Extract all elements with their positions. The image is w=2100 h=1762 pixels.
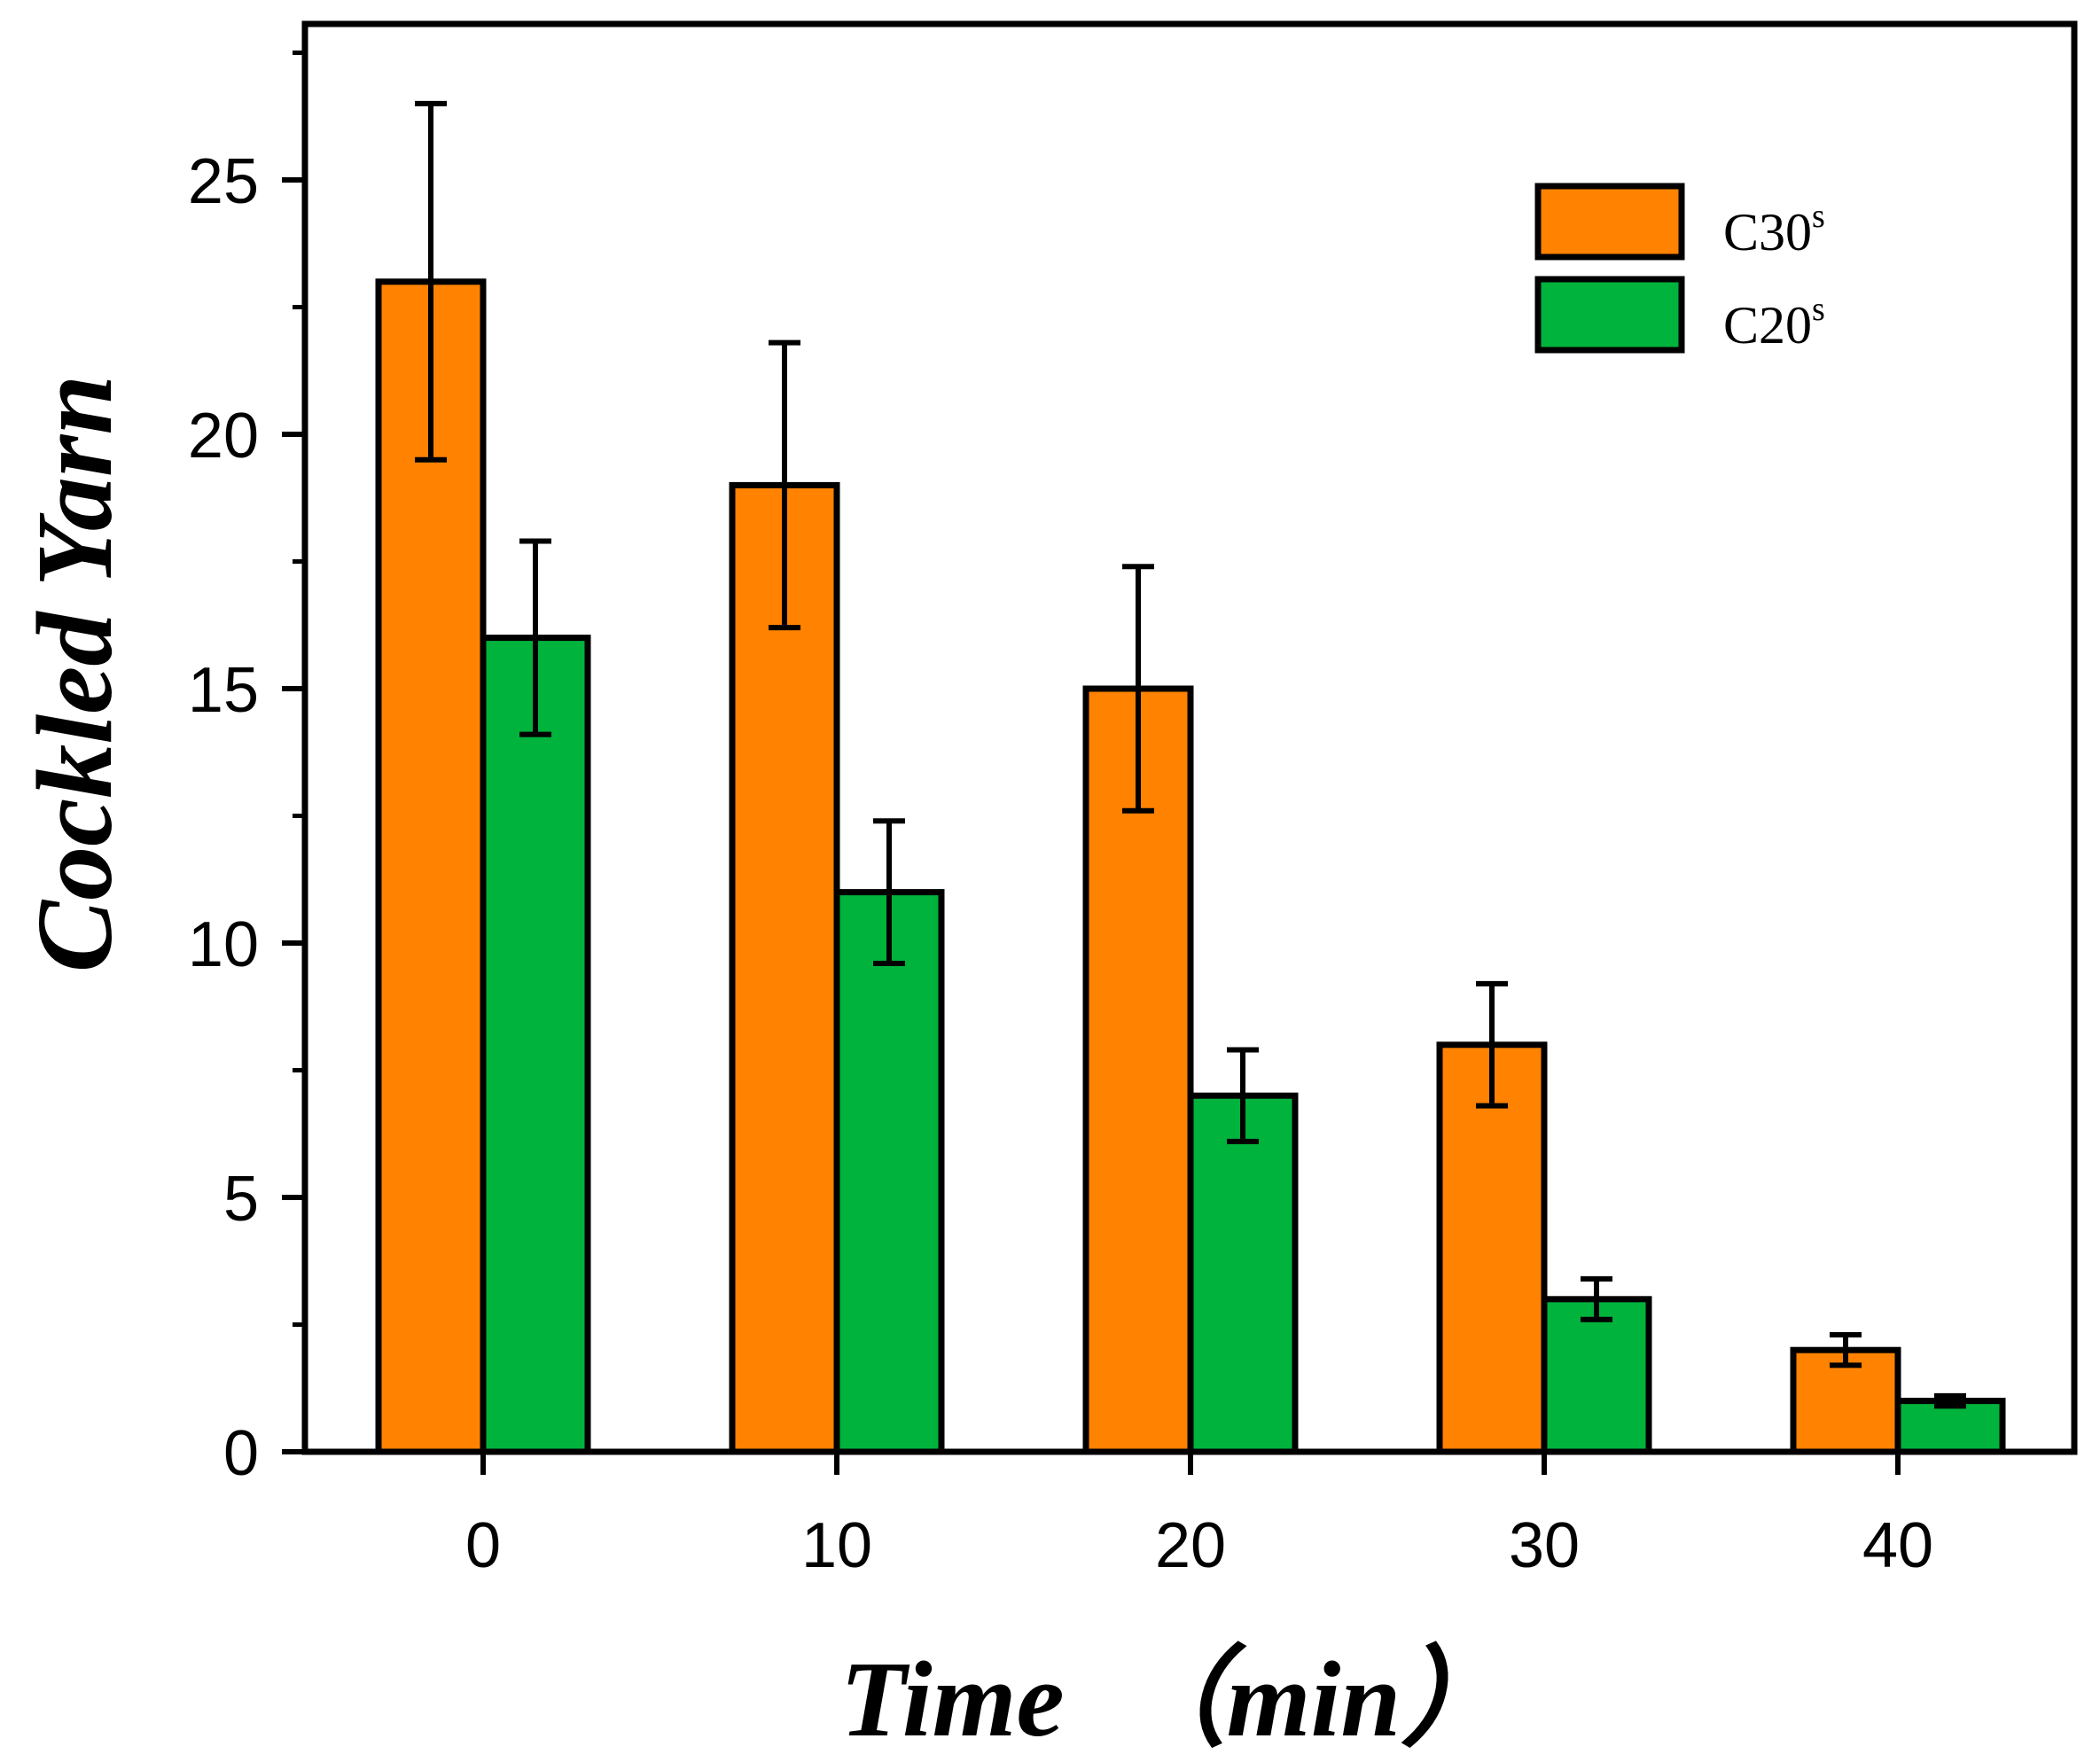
x-tick-label-30: 30	[1509, 1510, 1580, 1581]
error-bar-c20-0	[519, 538, 551, 737]
error-bar-c30-40	[1830, 1331, 1862, 1368]
error-bar-c30-0	[415, 100, 447, 463]
legend: C30s C20s	[1534, 183, 1825, 355]
x-tick-label-40: 40	[1862, 1510, 1933, 1581]
bar-c30-40	[1790, 1346, 1901, 1455]
y-tick-label-5: 5	[223, 1164, 259, 1235]
y-tick-label-20: 20	[188, 401, 259, 472]
bar-c20-40	[1894, 1398, 2006, 1455]
x-tick-label-10: 10	[801, 1510, 872, 1581]
bar-c30-10	[729, 481, 840, 1455]
x-tick-label-0: 0	[465, 1510, 501, 1581]
legend-label-c20: C20s	[1723, 291, 1825, 355]
y-axis: 0 5 10 15 20 25	[188, 51, 305, 1489]
bar-c20-0	[480, 635, 591, 1455]
error-bar-c30-20	[1122, 564, 1154, 814]
y-tick-label-15: 15	[188, 655, 259, 726]
x-axis-title: Time （min）	[840, 1640, 1510, 1759]
legend-swatch-c20	[1534, 276, 1685, 354]
bar-c20-20	[1187, 1092, 1299, 1455]
bar-c20-10	[833, 889, 945, 1455]
y-axis-title: Cockled Yarn	[15, 375, 135, 973]
error-bar-c20-30	[1581, 1275, 1612, 1322]
y-tick-label-10: 10	[188, 909, 259, 980]
x-axis: 0 10 20 30 40	[465, 1452, 1933, 1581]
error-bars-group	[415, 100, 1966, 1409]
error-bar-c30-30	[1476, 980, 1508, 1109]
error-bar-c20-20	[1227, 1047, 1259, 1144]
error-bar-c30-10	[769, 339, 800, 631]
x-tick-label-20: 20	[1155, 1510, 1226, 1581]
error-bar-c20-10	[873, 818, 905, 966]
error-bar-c20-40	[1934, 1392, 1966, 1409]
y-tick-label-25: 25	[188, 146, 259, 217]
bars-group	[375, 278, 2006, 1455]
y-tick-label-0: 0	[223, 1418, 259, 1489]
legend-label-c30: C30s	[1723, 198, 1825, 261]
bar-c20-30	[1541, 1296, 1652, 1455]
legend-swatch-c30	[1534, 183, 1685, 261]
